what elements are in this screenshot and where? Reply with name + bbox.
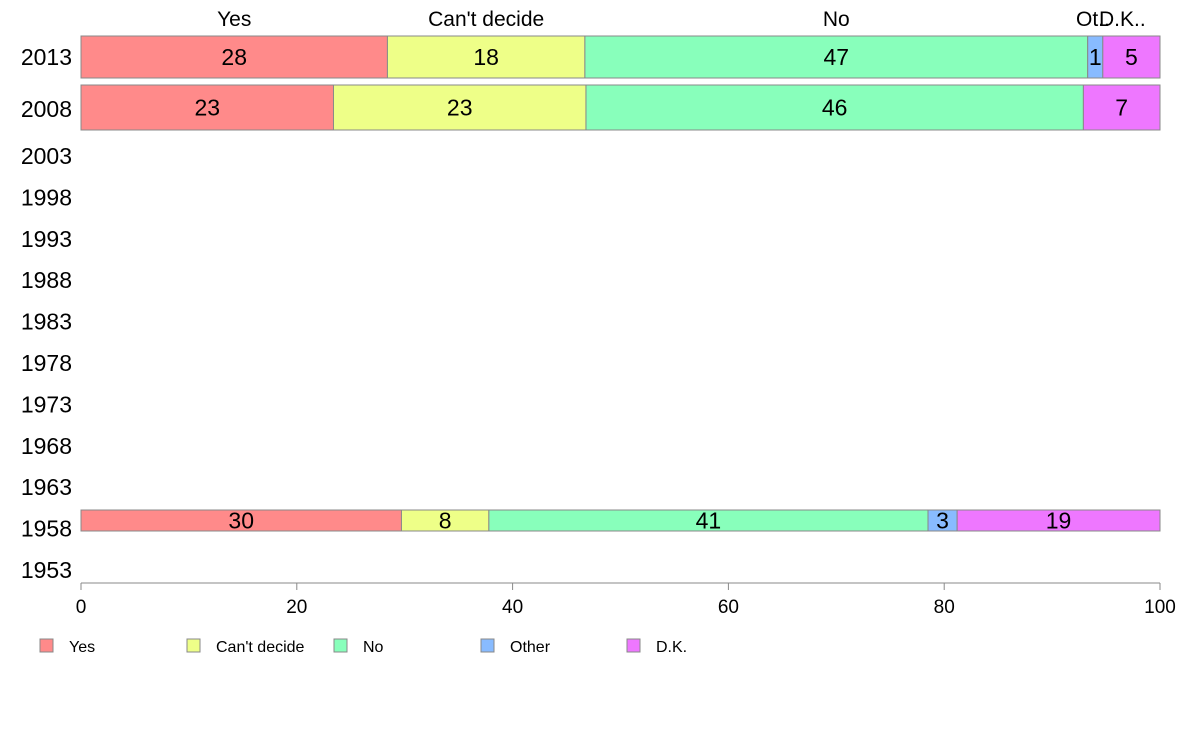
data-label: 8	[439, 508, 452, 534]
y-tick-label: 1978	[21, 350, 72, 376]
x-tick-label: 40	[502, 597, 523, 618]
top-segment-label: Ot..	[1076, 8, 1110, 31]
x-tick-label: 0	[76, 597, 87, 618]
bar-segment	[386, 35, 586, 79]
data-label: 23	[447, 95, 473, 121]
legend-label: D.K.	[656, 639, 687, 656]
bar-segment	[584, 35, 1089, 79]
bar-segment	[585, 84, 1084, 131]
data-label: 41	[696, 508, 722, 534]
legend-swatch	[333, 638, 348, 653]
legend-label: Other	[510, 639, 551, 656]
data-label: 28	[221, 44, 247, 70]
y-tick-label: 1968	[21, 433, 72, 459]
y-tick-label: 1988	[21, 267, 72, 293]
y-tick-label: 1953	[21, 557, 72, 583]
top-segment-label: No	[823, 8, 850, 31]
bar-segment	[332, 84, 587, 131]
x-tick-label: 60	[718, 597, 739, 618]
top-segment-label: Can't decide	[428, 8, 544, 31]
data-label: 19	[1046, 508, 1072, 534]
bar-segment	[956, 509, 1161, 532]
y-tick-label: 2003	[21, 143, 72, 169]
legend-swatch	[186, 638, 201, 653]
legend-label: Yes	[69, 639, 95, 656]
y-tick-label: 1993	[21, 226, 72, 252]
bar-segment	[80, 84, 334, 131]
top-segment-label: Yes	[217, 8, 251, 31]
x-tick-label: 100	[1144, 597, 1176, 618]
y-tick-label: 1963	[21, 474, 72, 500]
legend-swatch	[626, 638, 641, 653]
y-tick-label: 1973	[21, 391, 72, 417]
x-tick-label: 80	[934, 597, 955, 618]
bar-segment	[1102, 35, 1161, 79]
legend-swatch	[480, 638, 495, 653]
data-label: 30	[228, 508, 254, 534]
data-label: 46	[822, 95, 848, 121]
data-label: 5	[1125, 44, 1138, 70]
legend-label: Can't decide	[216, 639, 305, 656]
legend-label: No	[363, 639, 384, 656]
bar-segment	[80, 35, 388, 79]
y-tick-label: 2013	[21, 44, 72, 70]
bar-segment	[1082, 84, 1161, 131]
data-label: 1	[1089, 44, 1102, 70]
data-label: 7	[1115, 95, 1128, 121]
y-tick-label: 1998	[21, 184, 72, 210]
data-label: 23	[194, 95, 220, 121]
data-label: 47	[824, 44, 850, 70]
top-segment-label: D.K..	[1099, 8, 1146, 31]
legend-swatch	[39, 638, 54, 653]
y-tick-label: 2008	[21, 96, 72, 122]
data-label: 18	[473, 44, 499, 70]
data-label: 3	[936, 508, 949, 534]
y-tick-label: 1983	[21, 309, 72, 335]
y-tick-label: 1958	[21, 516, 72, 542]
x-tick-label: 20	[286, 597, 307, 618]
